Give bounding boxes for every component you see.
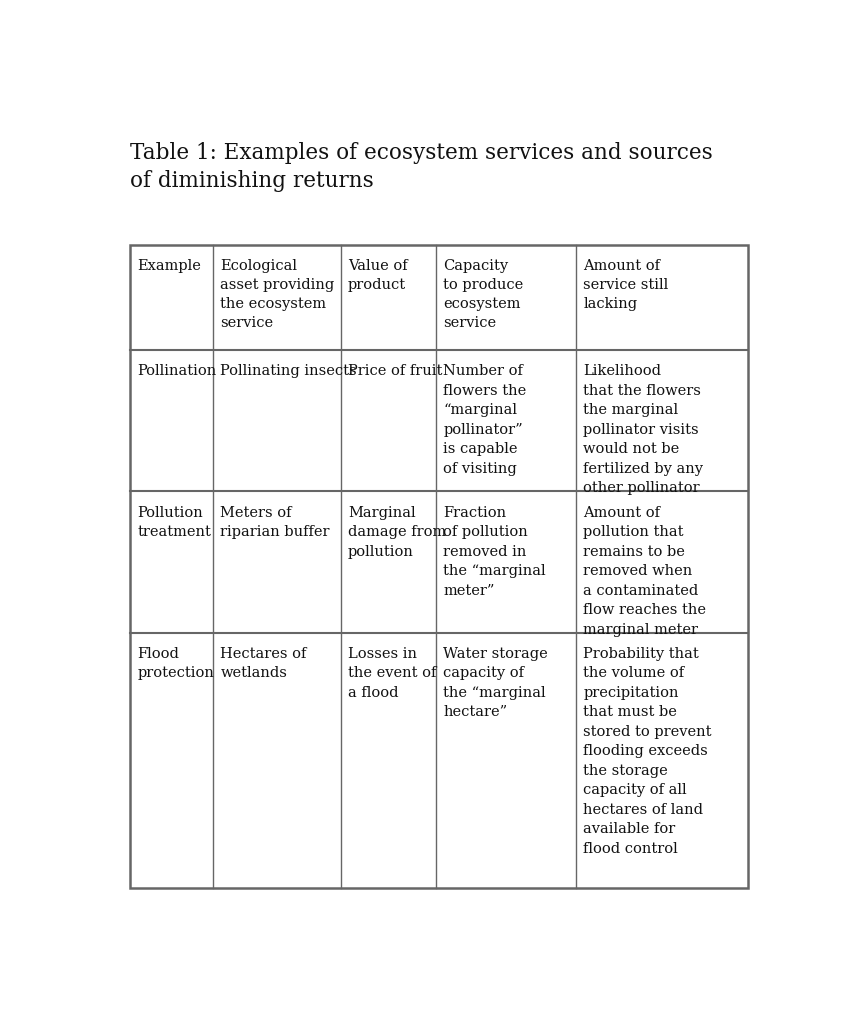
Text: Ecological
asset providing
the ecosystem
service: Ecological asset providing the ecosystem… bbox=[220, 259, 335, 329]
Text: Number of
flowers the
“marginal
pollinator”
is capable
of visiting: Number of flowers the “marginal pollinat… bbox=[443, 364, 526, 476]
Text: Amount of
service still
lacking: Amount of service still lacking bbox=[584, 259, 668, 311]
Text: Probability that
the volume of
precipitation
that must be
stored to prevent
floo: Probability that the volume of precipita… bbox=[584, 647, 712, 856]
Text: Fraction
of pollution
removed in
the “marginal
meter”: Fraction of pollution removed in the “ma… bbox=[443, 505, 546, 597]
Text: Meters of
riparian buffer: Meters of riparian buffer bbox=[220, 505, 330, 539]
Text: Water storage
capacity of
the “marginal
hectare”: Water storage capacity of the “marginal … bbox=[443, 647, 548, 719]
Text: Likelihood
that the flowers
the marginal
pollinator visits
would not be
fertiliz: Likelihood that the flowers the marginal… bbox=[584, 364, 704, 495]
Text: Example: Example bbox=[138, 259, 201, 273]
Text: Pollution
treatment: Pollution treatment bbox=[138, 505, 212, 539]
Bar bbox=[130, 244, 748, 888]
Text: Value of
product: Value of product bbox=[348, 259, 407, 292]
Text: Flood
protection: Flood protection bbox=[138, 647, 214, 680]
Text: Table 1: Examples of ecosystem services and sources
of diminishing returns: Table 1: Examples of ecosystem services … bbox=[130, 142, 713, 192]
Text: Amount of
pollution that
remains to be
removed when
a contaminated
flow reaches : Amount of pollution that remains to be r… bbox=[584, 505, 706, 636]
Text: Hectares of
wetlands: Hectares of wetlands bbox=[220, 647, 307, 680]
Text: Price of fruit: Price of fruit bbox=[348, 364, 442, 379]
Text: Marginal
damage from
pollution: Marginal damage from pollution bbox=[348, 505, 446, 559]
Text: Losses in
the event of
a flood: Losses in the event of a flood bbox=[348, 647, 436, 700]
Text: Capacity
to produce
ecosystem
service: Capacity to produce ecosystem service bbox=[443, 259, 524, 329]
Text: Pollinating insects: Pollinating insects bbox=[220, 364, 357, 379]
Text: Pollination: Pollination bbox=[138, 364, 217, 379]
